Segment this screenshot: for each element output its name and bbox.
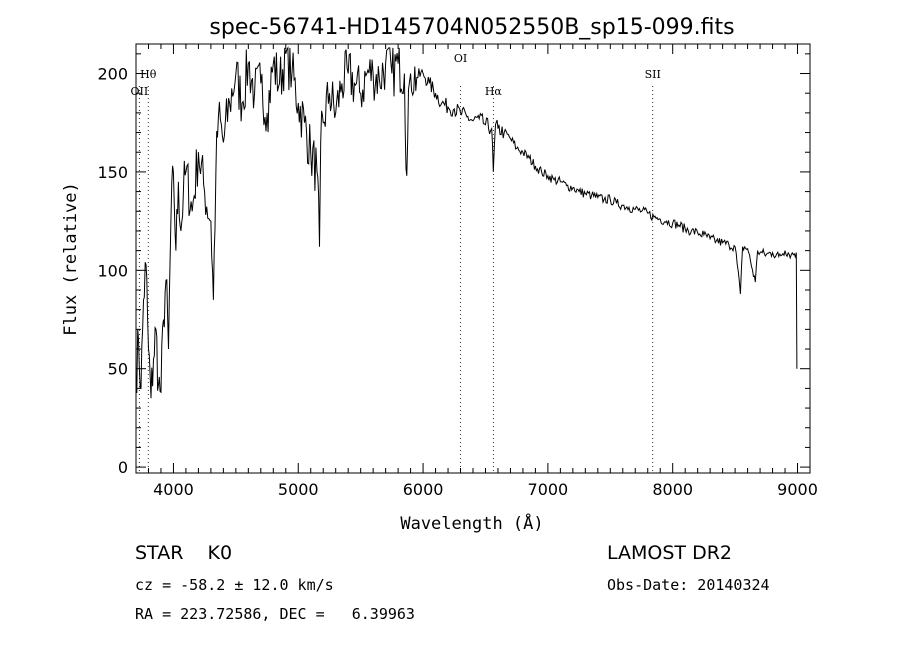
plot-frame <box>135 43 811 474</box>
y-tick-label: 200 <box>97 65 128 84</box>
y-tick-label: 100 <box>97 261 128 280</box>
x-tick-label: 4000 <box>153 480 194 499</box>
survey-name: LAMOST DR2 <box>607 542 732 564</box>
plot-border <box>135 43 811 474</box>
axis-ticks: 4000 5000 6000 7000 8000 9000 0 50 100 150 200 <box>97 44 818 499</box>
x-tick-label: 9000 <box>777 480 818 499</box>
chart-title: spec-56741-HD145704N052550B_sp15-099.fit… <box>209 15 734 40</box>
spectral-line-label: OII <box>131 85 149 98</box>
y-tick-label: 50 <box>108 360 128 379</box>
y-tick-label: 150 <box>97 163 128 182</box>
x-tick-label: 8000 <box>652 480 693 499</box>
x-tick-label: 6000 <box>403 480 444 499</box>
coordinates-text: RA = 223.72586, DEC = 6.39963 <box>135 605 415 623</box>
spectrum-series-line <box>135 46 798 399</box>
spectral-class: STAR K0 <box>135 542 233 564</box>
x-axis-label: Wavelength (Å) <box>400 512 543 534</box>
spectral-line-label: SII <box>645 68 661 81</box>
spectral-line-markers: Hθ OII OI Hα SII <box>131 52 661 473</box>
y-tick-label: 0 <box>118 458 128 477</box>
x-tick-label: 7000 <box>528 480 569 499</box>
redshift-text: cz = -58.2 ± 12.0 km/s <box>135 576 334 594</box>
spectral-line-label: Hα <box>485 85 503 98</box>
x-tick-label: 5000 <box>278 480 319 499</box>
spectral-line-label: OI <box>454 52 467 65</box>
y-axis-label: Flux (relative) <box>61 182 81 336</box>
spectral-line-label: Hθ <box>140 68 157 81</box>
observation-date: Obs-Date: 20140324 <box>607 576 770 594</box>
